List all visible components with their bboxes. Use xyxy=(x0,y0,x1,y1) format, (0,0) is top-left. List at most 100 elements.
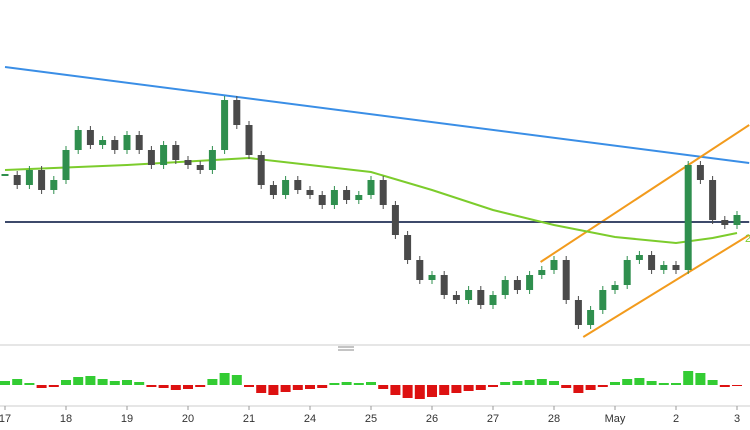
histogram-bar xyxy=(414,385,425,399)
histogram-bar xyxy=(109,381,120,385)
histogram-bar xyxy=(85,376,96,385)
histogram-bar xyxy=(524,380,535,385)
histogram-bar xyxy=(366,382,376,385)
candle xyxy=(623,260,631,285)
histogram-bar xyxy=(719,385,730,387)
x-tick-label: 24 xyxy=(304,413,316,425)
histogram-bar xyxy=(475,385,486,390)
candle xyxy=(562,260,570,300)
histogram-bar xyxy=(61,380,71,385)
histogram-bar xyxy=(683,371,694,385)
candle xyxy=(74,130,82,150)
candle xyxy=(721,220,729,225)
histogram-bar xyxy=(463,385,474,391)
histogram-bar xyxy=(0,381,10,385)
candle xyxy=(587,310,595,325)
histogram-bar xyxy=(695,373,706,385)
candle xyxy=(696,165,704,180)
candle xyxy=(489,295,497,305)
x-tick-label: 27 xyxy=(487,413,499,425)
candle xyxy=(343,190,351,200)
candle xyxy=(172,145,180,160)
candle xyxy=(306,190,314,195)
candle xyxy=(221,100,229,150)
overlay-line xyxy=(4,156,738,245)
histogram-bar xyxy=(24,383,35,385)
candle xyxy=(245,125,253,155)
histogram-bar xyxy=(195,385,206,387)
candle xyxy=(379,180,387,205)
histogram-bar xyxy=(610,382,620,385)
candle xyxy=(440,275,448,295)
histogram-bar xyxy=(158,385,169,388)
x-tick-label: 20 xyxy=(182,413,194,425)
histogram-bar xyxy=(634,378,645,385)
x-tick-label: 21 xyxy=(243,413,255,425)
x-tick-label: 26 xyxy=(426,413,438,425)
histogram-bar xyxy=(402,385,413,398)
candle xyxy=(452,295,460,300)
candle xyxy=(38,170,46,190)
histogram-bar xyxy=(134,382,145,385)
histogram-bar xyxy=(244,385,254,387)
histogram-bar xyxy=(732,385,742,386)
overlay-line xyxy=(4,66,750,164)
histogram-bar xyxy=(341,382,352,385)
histogram-bar xyxy=(280,385,291,392)
x-tick-label: 25 xyxy=(365,413,377,425)
candle xyxy=(635,255,643,260)
histogram-bar xyxy=(451,385,462,393)
histogram-bar xyxy=(707,380,718,385)
histogram-bar xyxy=(658,383,669,385)
x-tick-label: May xyxy=(605,413,626,425)
histogram-bar xyxy=(427,385,437,397)
histogram-bar xyxy=(622,379,633,385)
histogram-bar xyxy=(488,385,498,387)
candle xyxy=(538,270,546,275)
histogram-bar xyxy=(73,377,84,385)
histogram-bar xyxy=(561,385,572,388)
histogram-bar xyxy=(329,383,340,385)
candle xyxy=(709,180,717,220)
candle xyxy=(465,290,473,300)
histogram-bar xyxy=(97,379,108,385)
histogram-bar xyxy=(573,385,584,393)
candle xyxy=(147,150,155,165)
x-tick-label: 3 xyxy=(734,413,740,425)
candle xyxy=(123,135,131,150)
candle xyxy=(526,275,534,290)
histogram-bar xyxy=(292,385,303,390)
candle xyxy=(367,180,375,195)
candle xyxy=(428,275,436,280)
x-tick-label: 18 xyxy=(60,413,72,425)
candle xyxy=(550,260,558,270)
candle xyxy=(318,195,326,205)
candle xyxy=(184,160,192,165)
histogram-bar xyxy=(500,382,511,385)
candle xyxy=(404,235,412,260)
candle xyxy=(1,174,9,176)
candle xyxy=(196,165,204,170)
x-tick-label: 17 xyxy=(0,413,11,425)
histogram-bar xyxy=(256,385,267,393)
candle xyxy=(294,180,302,190)
candle xyxy=(13,175,21,185)
candle xyxy=(208,150,216,170)
candle xyxy=(25,170,33,185)
histogram-bar xyxy=(231,375,242,385)
histogram-bar xyxy=(390,385,401,395)
overlay-line xyxy=(582,234,750,338)
x-tick-label: 19 xyxy=(121,413,133,425)
candle xyxy=(501,280,509,295)
candle xyxy=(513,280,521,290)
candle xyxy=(160,145,168,165)
histogram-bar xyxy=(317,385,328,388)
candle xyxy=(611,285,619,290)
candle xyxy=(269,185,277,195)
candle xyxy=(733,215,741,225)
histogram-bar xyxy=(219,373,230,385)
candle xyxy=(233,100,241,125)
histogram-bar xyxy=(512,381,523,385)
